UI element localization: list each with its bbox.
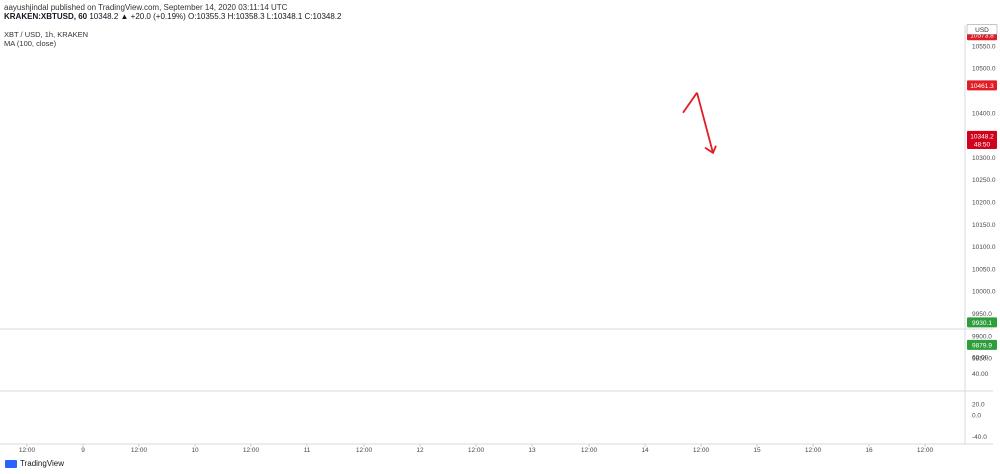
price-tick-label: 10500.0 <box>972 66 996 73</box>
projection-arrows <box>682 92 717 155</box>
macd-tick-label: -40.0 <box>972 434 987 441</box>
symbol-quote: KRAKEN:XBTUSD, 60 10348.2 ▲ +20.0 (+0.19… <box>4 12 341 22</box>
price-tag-label: 10573.8 <box>970 33 994 40</box>
macd-tick-label: 0.0 <box>972 412 981 419</box>
price-tags: 10573.8 10461.3 10348.2 48:50 9930.1 9879.9 US… <box>966 24 998 350</box>
time-tick-label: 12:00 <box>356 447 373 454</box>
price-tag-label: 10348.2 <box>970 133 994 140</box>
publish-info: aayushjindal published on TradingView.co… <box>4 3 288 12</box>
time-tick-label: 11 <box>304 447 311 454</box>
brand-label: TradingView <box>20 459 65 468</box>
footer-brand[interactable]: TradingView <box>5 459 64 468</box>
price-tick-label: 10400.0 <box>972 110 996 117</box>
rsi-tick-label: 40.00 <box>972 371 989 378</box>
rsi-tick-label: 60.00 <box>972 354 989 361</box>
time-tick-label: 12 <box>416 447 424 454</box>
price-tick-label: 10100.0 <box>972 244 996 251</box>
time-tick-label: 12:00 <box>468 447 485 454</box>
time-tick-label: 12:00 <box>805 447 822 454</box>
price-tick-label: 10150.0 <box>972 222 996 229</box>
price-tag-label: USD <box>975 27 989 34</box>
price-tick-label: 9900.0 <box>972 333 992 340</box>
projection-arrow-down <box>696 92 714 154</box>
plot-background <box>0 25 1000 455</box>
tradingview-logo-icon <box>5 459 17 468</box>
price-tick-label: 10050.0 <box>972 266 996 273</box>
projection-arrow-up <box>682 92 698 114</box>
price-tick-label: 10300.0 <box>972 155 996 162</box>
price-tick-label: 9850.0 <box>972 356 992 363</box>
axes: 10550.010500.010400.010350.010300.010250… <box>0 25 1000 455</box>
time-tick-label: 12:00 <box>19 447 36 454</box>
time-tick-label: 12:00 <box>131 447 148 454</box>
ma-legend: MA (100, close) <box>4 39 57 48</box>
price-tag <box>967 130 997 141</box>
price-tick-label: 10550.0 <box>972 43 996 50</box>
price-tag-label: 9930.1 <box>972 320 992 327</box>
price-tag <box>967 339 997 350</box>
price-tag <box>967 80 997 91</box>
price-tag-label: 9879.9 <box>972 342 992 349</box>
arrow-head <box>704 145 717 155</box>
price-tag-label: 10461.3 <box>970 83 994 90</box>
time-tick-label: 14 <box>641 447 649 454</box>
time-tick-label: 15 <box>753 447 761 454</box>
time-tick-label: 12:00 <box>917 447 934 454</box>
time-tick-label: 10 <box>191 447 199 454</box>
time-tick-label: 12:00 <box>693 447 710 454</box>
time-tick-label: 12:00 <box>581 447 598 454</box>
ohlc-values: 10348.2 ▲ +20.0 (+0.19%) O:10355.3 H:103… <box>89 12 342 21</box>
price-tag <box>966 24 998 35</box>
price-tag <box>967 139 997 149</box>
price-tick-label: 9950.0 <box>972 311 992 318</box>
price-tick-label: 10250.0 <box>972 177 996 184</box>
time-tick-label: 16 <box>865 447 873 454</box>
time-tick-label: 9 <box>81 447 85 454</box>
series-legend: XBT / USD, 1h, KRAKEN <box>4 30 89 39</box>
price-tag-label: 48:50 <box>974 142 991 149</box>
macd-tick-label: 20.0 <box>972 401 985 408</box>
time-tick-label: 12:00 <box>243 447 260 454</box>
price-tick-label: 10200.0 <box>972 200 996 207</box>
symbol-label: KRAKEN:XBTUSD, 60 <box>4 12 88 21</box>
price-tick-label: 10000.0 <box>972 289 996 296</box>
price-tag <box>967 317 997 328</box>
time-tick-label: 13 <box>528 447 536 454</box>
